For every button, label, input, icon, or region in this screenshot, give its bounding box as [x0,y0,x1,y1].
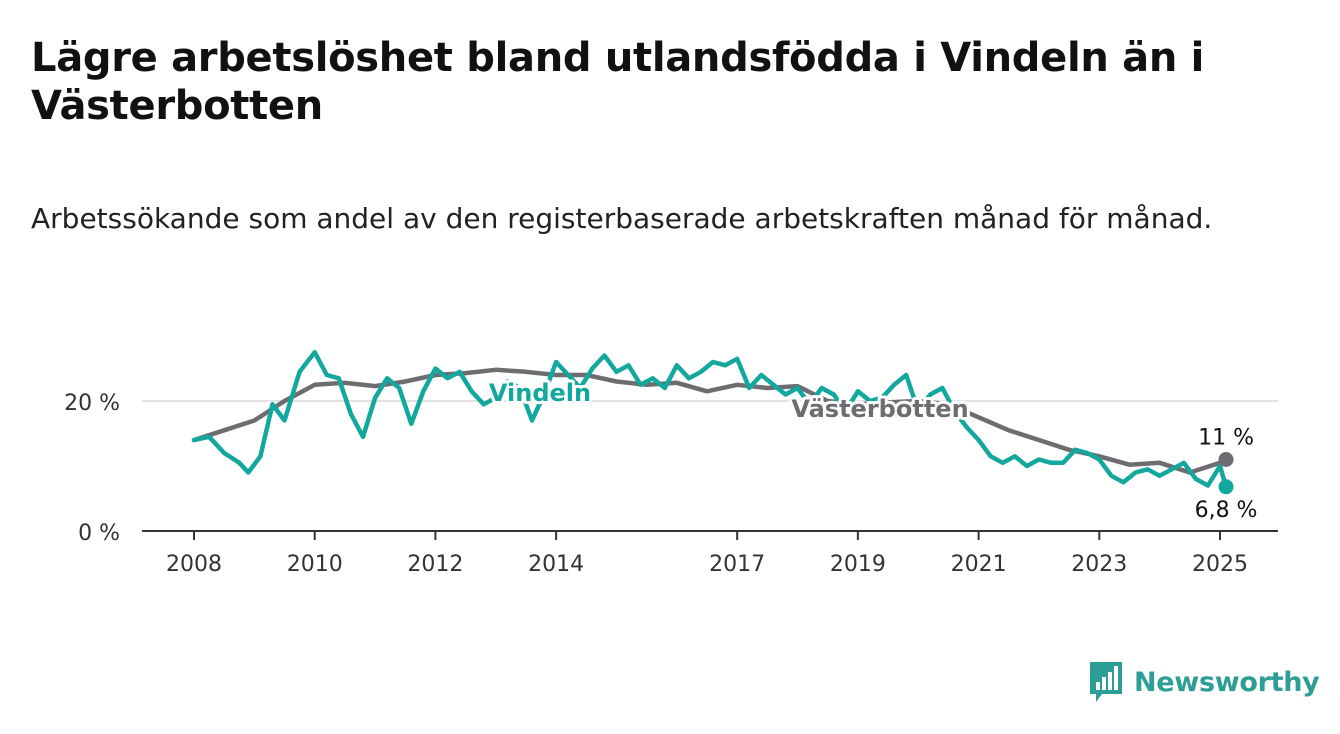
series-name-label-vindeln: Vindeln [489,379,591,407]
newsworthy-chat-chart-icon [1090,662,1122,702]
y-tick-label: 0 % [78,521,120,546]
x-tick-label: 2025 [1192,552,1248,577]
series-end-label-v-sterbotten: 11 % [1198,426,1254,451]
series-end-label-vindeln: 6,8 % [1195,498,1258,523]
series-labels: Västerbotten Vindeln 11 % 6,8 % [486,376,1260,525]
chart-subtitle: Arbetssökande som andel av den registerb… [31,202,1213,235]
axes: 0 % 20 % 2008 2010 2012 2014 2017 2019 2021 2023 2… [64,391,1278,577]
series-line-vindeln [191,350,1229,490]
x-tick-label: 2019 [830,552,886,577]
series-end-point-vindeln [1218,479,1234,495]
x-tick-label: 2012 [407,552,463,577]
brand-name: Newsworthy [1134,666,1320,698]
x-tick-label: 2023 [1071,552,1127,577]
y-tick-label: 20 % [64,391,120,416]
x-tick-label: 2017 [709,552,765,577]
series-lines [191,350,1234,495]
x-tick-label: 2021 [951,552,1007,577]
chart-title: Lägre arbetslöshet bland utlandsfödda i … [31,35,1205,129]
newsworthy-logo[interactable]: Newsworthy [1088,660,1320,704]
x-tick-label: 2014 [528,552,584,577]
x-tick-label: 2008 [166,552,222,577]
x-tick-label: 2010 [287,552,343,577]
series-name-label-v-sterbotten: Västerbotten [791,395,968,423]
series-end-point-v-sterbotten [1218,452,1234,467]
